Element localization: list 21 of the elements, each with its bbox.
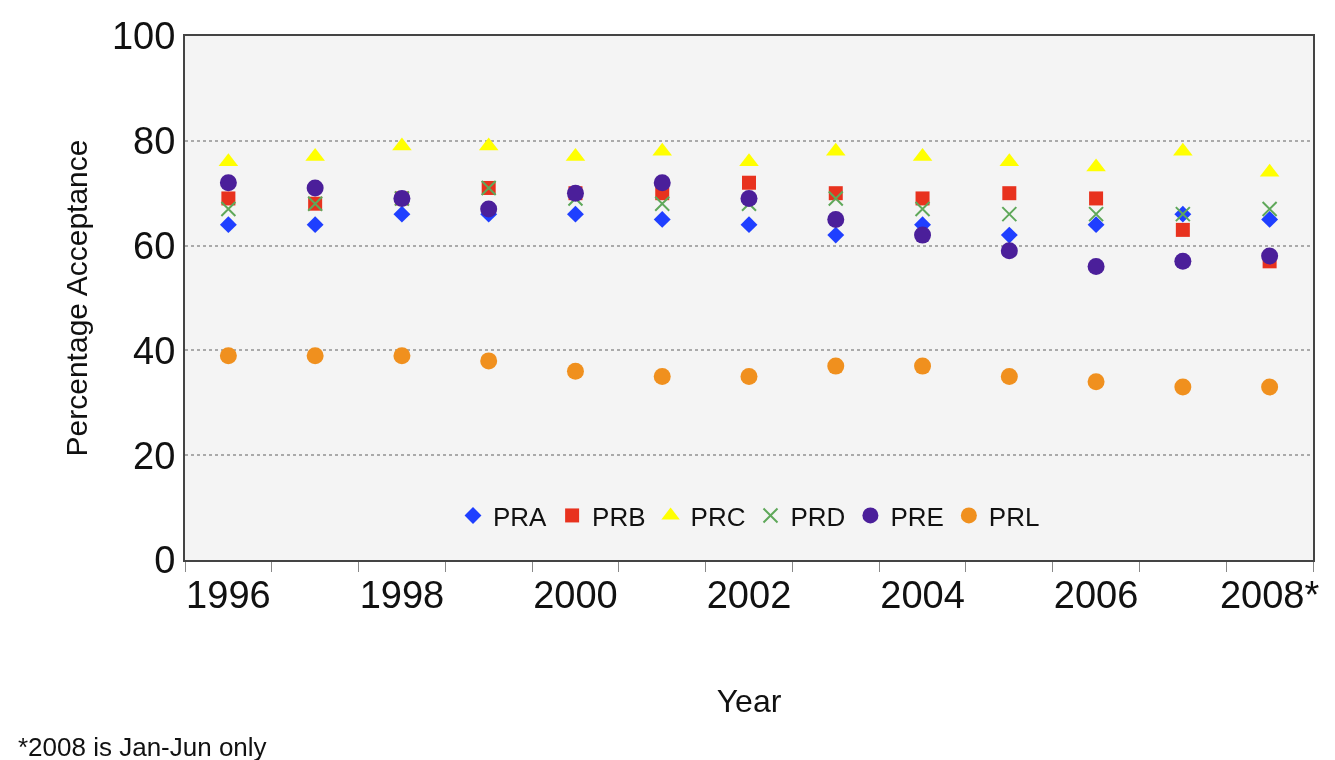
x-tick-label: 2002: [706, 573, 792, 616]
y-tick-label: 0: [154, 539, 176, 582]
legend-label: PRD: [790, 501, 846, 532]
x-tick-label: 1996: [186, 573, 271, 616]
y-tick-label: 20: [133, 434, 176, 477]
x-tick-label: 2004: [880, 573, 965, 616]
y-axis-title: Percentage Acceptance: [60, 139, 94, 457]
legend-label: PRB: [592, 501, 646, 532]
legend-label: PRA: [493, 501, 548, 532]
legend-label: PRL: [988, 501, 1040, 532]
x-axis-title: Year: [716, 683, 782, 719]
legend-label: PRE: [890, 501, 944, 532]
x-tick-label: 2006: [1053, 573, 1139, 616]
y-tick-label: 100: [111, 15, 176, 58]
x-tick-label: 2008*: [1219, 573, 1320, 616]
y-tick-label: 60: [133, 224, 176, 267]
x-tick-label: 1998: [359, 573, 445, 616]
legend-label: PRC: [690, 501, 746, 532]
x-tick-label: 2000: [533, 573, 618, 616]
y-tick-label: 80: [133, 120, 176, 163]
y-tick-label: 40: [133, 329, 176, 372]
